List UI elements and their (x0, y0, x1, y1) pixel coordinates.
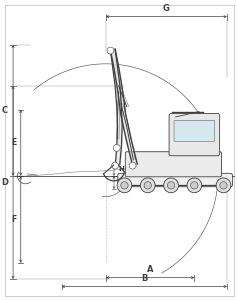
Circle shape (144, 182, 151, 189)
Text: F: F (11, 215, 16, 224)
Text: B: B (141, 274, 147, 283)
Circle shape (164, 178, 178, 193)
FancyBboxPatch shape (118, 173, 232, 187)
Circle shape (220, 182, 227, 189)
Circle shape (216, 178, 231, 193)
Circle shape (112, 162, 118, 169)
Circle shape (113, 145, 120, 151)
Circle shape (140, 178, 155, 193)
Text: G: G (163, 4, 170, 13)
Circle shape (191, 182, 198, 189)
Circle shape (117, 178, 132, 193)
Text: D: D (1, 178, 8, 187)
Circle shape (187, 178, 202, 193)
Text: C: C (2, 106, 8, 115)
FancyBboxPatch shape (169, 113, 220, 156)
Circle shape (107, 47, 114, 54)
Circle shape (129, 162, 136, 169)
Text: E: E (11, 138, 16, 147)
Text: I: I (118, 180, 120, 186)
FancyBboxPatch shape (125, 152, 221, 177)
Text: H: H (118, 166, 124, 172)
Circle shape (167, 182, 175, 189)
FancyBboxPatch shape (174, 120, 215, 141)
Circle shape (121, 182, 128, 189)
Text: A: A (147, 265, 153, 274)
